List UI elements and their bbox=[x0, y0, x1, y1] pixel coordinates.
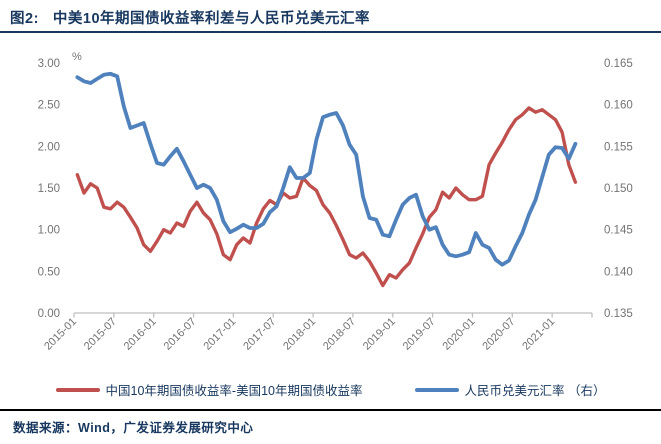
svg-text:2017-07: 2017-07 bbox=[241, 316, 278, 353]
svg-text:1.00: 1.00 bbox=[38, 225, 60, 237]
svg-text:2016-01: 2016-01 bbox=[122, 316, 159, 353]
legend-item-spread: 中国10年期国债收益率-美国10年期国债收益率 bbox=[55, 380, 363, 399]
footer-divider bbox=[0, 409, 661, 411]
chart-legend: 中国10年期国债收益率-美国10年期国债收益率 人民币兑美元汇率 （右） bbox=[0, 380, 661, 399]
svg-text:%: % bbox=[72, 51, 82, 63]
svg-text:2015-07: 2015-07 bbox=[82, 316, 119, 353]
svg-text:2018-07: 2018-07 bbox=[321, 316, 358, 353]
data-source: 数据来源：Wind，广发证券发展研究中心 bbox=[13, 421, 254, 435]
svg-text:0.50: 0.50 bbox=[38, 266, 60, 278]
svg-text:1.50: 1.50 bbox=[38, 183, 60, 195]
figure-title-text: 中美10年期国债收益率利差与人民币兑美元汇率 bbox=[52, 11, 371, 27]
svg-text:0.150: 0.150 bbox=[604, 183, 633, 195]
svg-text:2.00: 2.00 bbox=[38, 141, 60, 153]
title-divider bbox=[0, 31, 661, 33]
svg-text:2.50: 2.50 bbox=[38, 100, 60, 112]
svg-text:2018-01: 2018-01 bbox=[281, 316, 318, 353]
svg-text:2019-01: 2019-01 bbox=[361, 316, 398, 353]
legend-label-fx: 人民币兑美元汇率 （右） bbox=[464, 384, 606, 398]
legend-item-fx: 人民币兑美元汇率 （右） bbox=[414, 380, 606, 399]
svg-text:2015-01: 2015-01 bbox=[42, 316, 79, 353]
svg-text:0.140: 0.140 bbox=[604, 266, 633, 278]
svg-text:2019-07: 2019-07 bbox=[401, 316, 438, 353]
svg-text:2020-01: 2020-01 bbox=[441, 316, 478, 353]
legend-swatch-fx bbox=[414, 387, 459, 392]
svg-text:0.160: 0.160 bbox=[604, 100, 633, 112]
svg-text:2016-07: 2016-07 bbox=[162, 316, 199, 353]
svg-text:0.155: 0.155 bbox=[604, 141, 633, 153]
svg-text:0.165: 0.165 bbox=[604, 58, 633, 70]
svg-text:0.135: 0.135 bbox=[604, 308, 633, 320]
svg-text:2020-07: 2020-07 bbox=[480, 316, 517, 353]
legend-swatch-spread bbox=[55, 387, 100, 392]
svg-text:3.00: 3.00 bbox=[38, 58, 60, 70]
legend-label-spread: 中国10年期国债收益率-美国10年期国债收益率 bbox=[105, 384, 363, 398]
figure-label: 图2: bbox=[10, 11, 39, 27]
svg-text:0.145: 0.145 bbox=[604, 225, 633, 237]
svg-text:0.00: 0.00 bbox=[38, 308, 60, 320]
svg-text:2017-01: 2017-01 bbox=[201, 316, 238, 353]
chart-title: 图2: 中美10年期国债收益率利差与人民币兑美元汇率 bbox=[10, 7, 370, 28]
svg-text:2021-01: 2021-01 bbox=[520, 316, 557, 353]
